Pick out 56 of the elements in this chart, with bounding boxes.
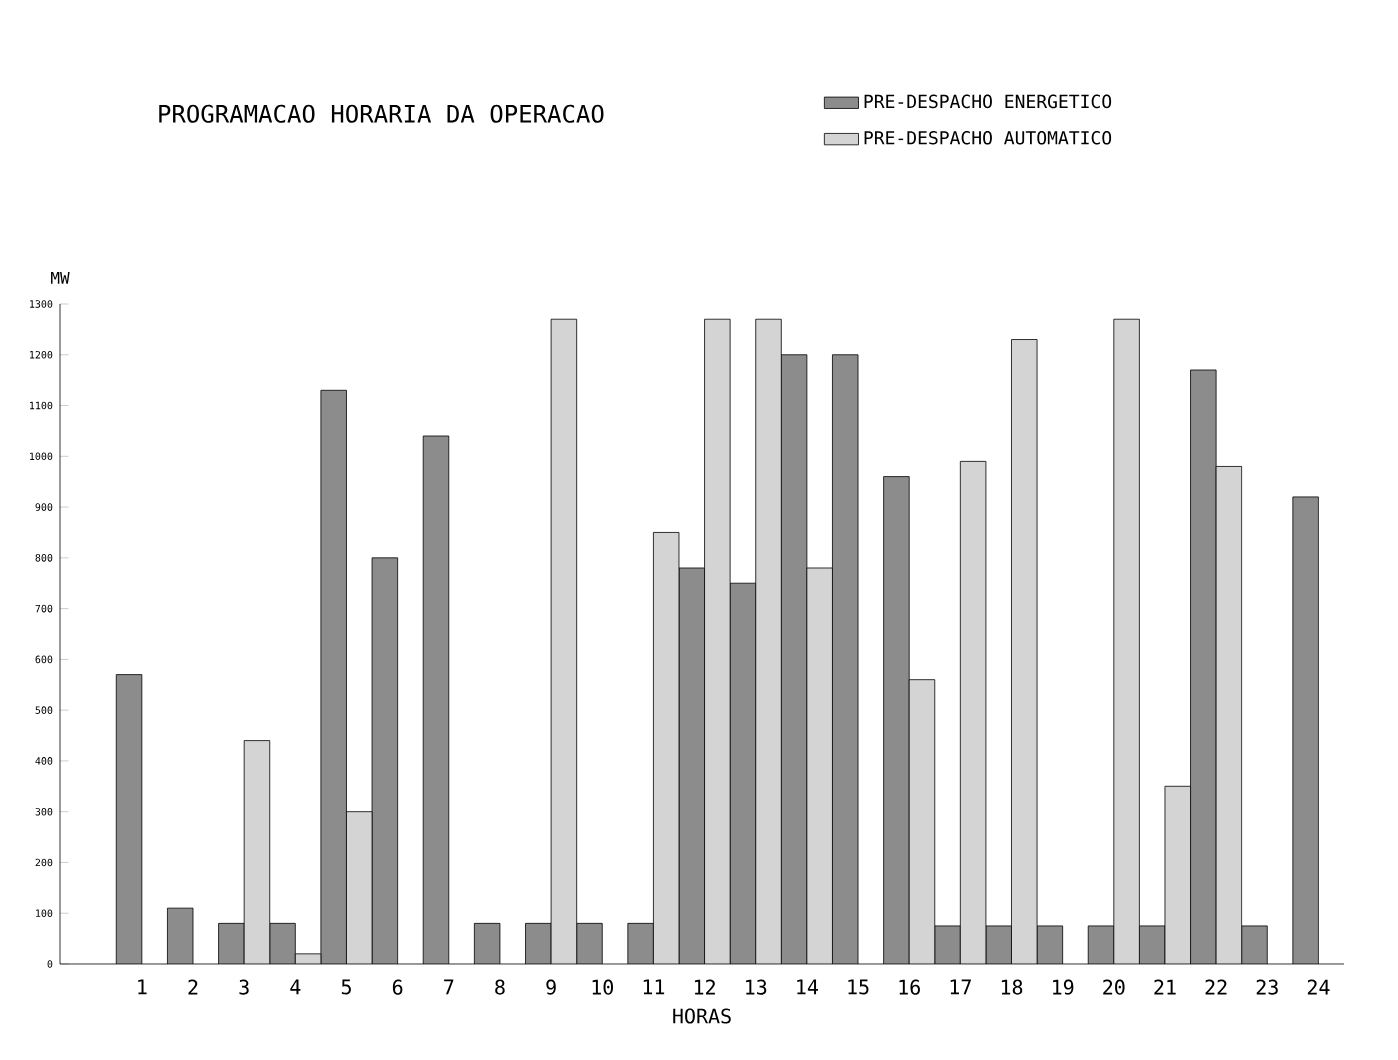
x-tick-label: 3 [239, 979, 249, 995]
x-tick-label: 4 [290, 979, 301, 995]
legend-label: PRE-DESPACHO AUTOMATICO [864, 130, 1112, 145]
y-tick-label: 0 [47, 960, 53, 968]
x-tick-label: 22 [1205, 979, 1227, 995]
y-tick-label: 800 [35, 554, 53, 562]
y-tick-label: 400 [35, 757, 53, 765]
x-tick-label: 7 [444, 979, 454, 995]
x-axis-title: HORAS [673, 1008, 731, 1024]
y-tick-label: 500 [35, 706, 53, 714]
x-tick-label: 1 [138, 979, 147, 995]
x-tick-label: 19 [1053, 979, 1074, 995]
y-tick-label: 900 [35, 503, 53, 511]
bar [653, 532, 679, 964]
bar [704, 319, 731, 964]
chart-title: PROGRAMACAO HORARIA DA OPERACAO [159, 104, 604, 123]
x-tick-label: 5 [341, 979, 351, 995]
bar [806, 567, 833, 964]
bar [960, 461, 986, 964]
bar [1164, 786, 1191, 964]
bar [1011, 339, 1038, 964]
x-tick-label: 9 [546, 979, 556, 995]
bar [755, 319, 782, 964]
x-tick-label: 8 [495, 979, 505, 995]
x-tick-label: 12 [694, 979, 715, 995]
bar [1215, 466, 1243, 964]
legend-label: PRE-DESPACHO ENERGETICO [864, 94, 1112, 109]
x-tick-label: 13 [746, 979, 767, 995]
bar [909, 679, 935, 964]
x-tick-label: 14 [797, 979, 818, 995]
y-tick-label: 100 [36, 909, 53, 918]
y-tick-label: 1300 [30, 300, 53, 308]
x-tick-label: 2 [188, 979, 198, 995]
x-tick-label: 17 [950, 979, 971, 995]
y-tick-label: 300 [35, 807, 53, 816]
bar [244, 740, 270, 964]
bar [346, 811, 373, 964]
bar [1113, 319, 1140, 964]
x-tick-label: 10 [592, 979, 614, 995]
x-tick-label: 23 [1256, 979, 1278, 995]
bar [551, 319, 577, 964]
x-tick-label: 18 [1001, 979, 1023, 995]
x-tick-label: 21 [1154, 979, 1176, 995]
y-tick-label: 700 [35, 604, 53, 613]
y-tick-label: 1000 [30, 452, 53, 461]
x-tick-label: 11 [643, 979, 665, 995]
x-tick-label: 15 [848, 979, 869, 995]
y-tick-label: 600 [35, 655, 53, 664]
x-tick-label: 6 [392, 979, 403, 995]
x-tick-label: 24 [1307, 979, 1330, 995]
y-tick-label: 1200 [30, 350, 53, 359]
x-tick-label: 16 [899, 979, 920, 995]
x-tick-label: 20 [1103, 979, 1125, 995]
y-tick-label: 200 [35, 858, 53, 867]
y-tick-label: 1100 [30, 401, 53, 410]
y-axis-title: MW [51, 272, 70, 284]
